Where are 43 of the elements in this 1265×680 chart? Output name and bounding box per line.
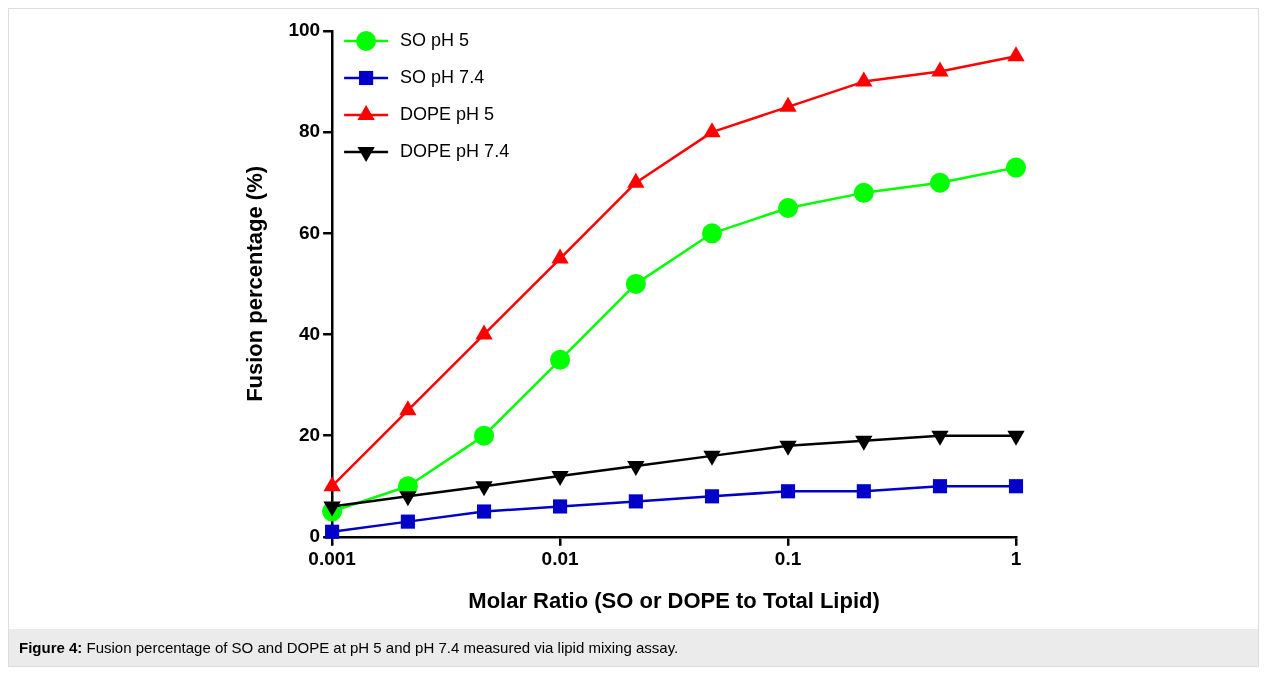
legend-label: DOPE pH 7.4 [400, 140, 510, 161]
point [475, 324, 493, 340]
point [551, 248, 569, 264]
legend-label: SO pH 5 [400, 29, 470, 50]
point [625, 273, 646, 294]
x-axis-title: Molar Ratio (SO or DOPE to Total Lipid) [468, 587, 880, 613]
point [853, 182, 874, 203]
point [627, 172, 645, 188]
point [780, 484, 796, 499]
x-tick-label: 0.01 [541, 548, 579, 570]
legend-label: DOPE pH 5 [400, 103, 495, 124]
point [702, 223, 723, 244]
point [628, 494, 643, 509]
y-tick-label: 80 [298, 120, 321, 142]
point [553, 499, 568, 514]
y-tick-label: 0 [309, 525, 321, 547]
point [855, 71, 873, 87]
y-axis-title: Fusion percentage (%) [242, 165, 268, 402]
point [550, 349, 571, 370]
point [778, 198, 799, 219]
point [704, 489, 720, 504]
point [476, 504, 492, 519]
point [856, 484, 871, 499]
y-tick-label: 60 [298, 221, 321, 243]
point [929, 172, 950, 193]
caption: Figure 4: Fusion percentage of SO and DOPE at pH 5 and pH 7.4 measured via lipid mixing assay. [19, 639, 679, 656]
y-tick-label: 100 [288, 19, 321, 41]
point [400, 514, 415, 529]
point [932, 479, 948, 494]
point [1008, 479, 1024, 494]
legend-label: SO pH 7.4 [400, 66, 485, 87]
point [474, 425, 495, 446]
point [1006, 157, 1026, 178]
point [703, 122, 721, 138]
point [1007, 46, 1025, 62]
point [779, 96, 797, 112]
x-tick-label: 1 [1010, 548, 1022, 570]
y-tick-label: 20 [298, 423, 321, 445]
x-tick-label: 0.1 [774, 548, 802, 570]
point [931, 61, 949, 77]
x-tick-label: 0.001 [308, 548, 357, 570]
point [627, 460, 645, 476]
y-tick-label: 40 [298, 322, 321, 344]
